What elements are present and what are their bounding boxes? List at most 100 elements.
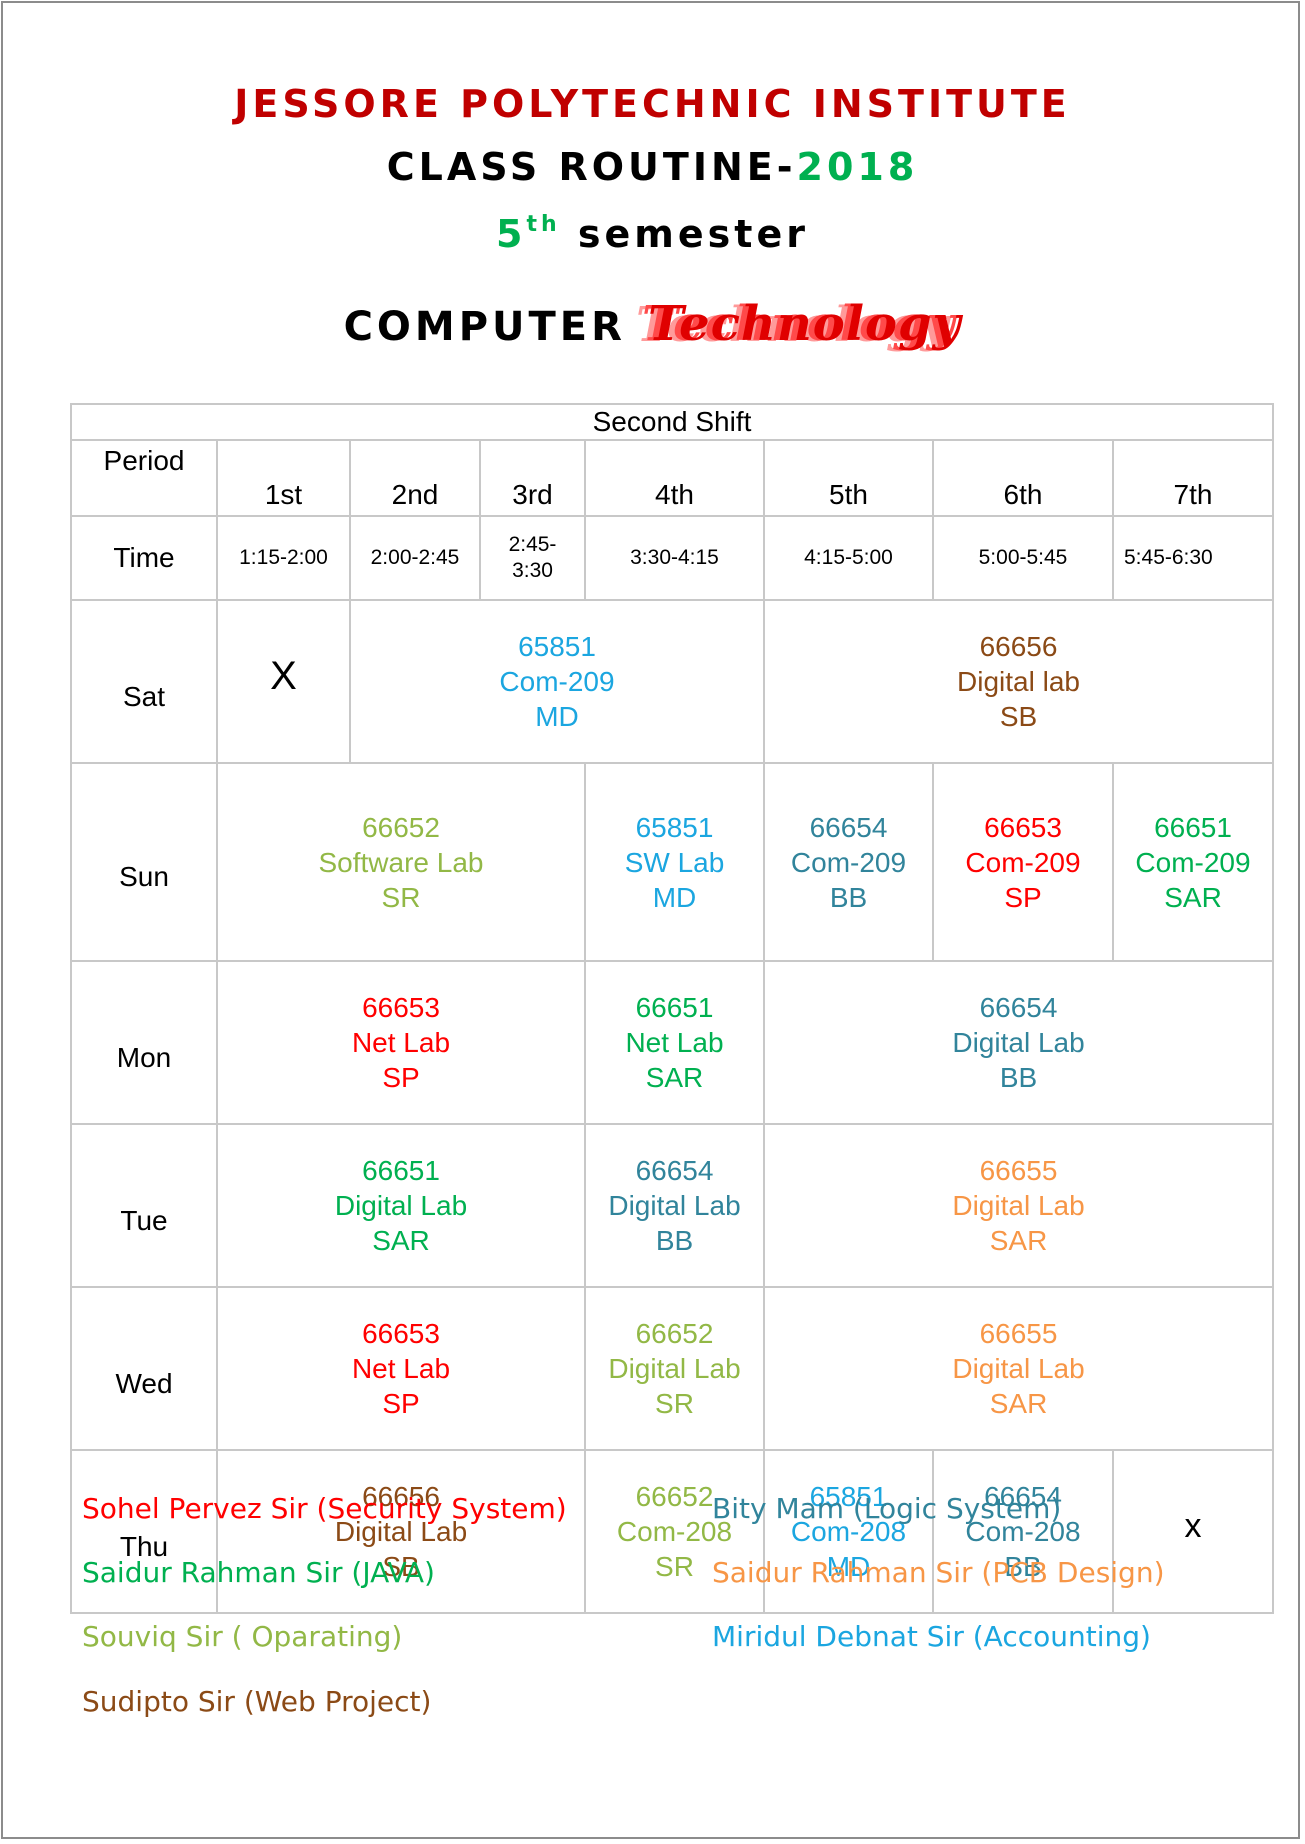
time-7: 5:45-6:30 (1111, 515, 1275, 601)
room: Com-209 (790, 846, 907, 878)
time-5: 4:15-5:00 (763, 515, 934, 601)
course-code: 66656 (362, 1481, 440, 1512)
legend-operating: Souviq Sir ( Oparating) (82, 1620, 403, 1653)
tue-class-2: 66654 Digital Lab BB (584, 1123, 765, 1288)
teacher: SAR (989, 1388, 1048, 1419)
semester-suffix: th (526, 212, 561, 238)
course-code: 66654 (809, 811, 888, 843)
thu-class-3: 65851 Com-208 MD (763, 1449, 934, 1614)
course-code: 66654 (635, 1155, 714, 1186)
time-2: 2:00-2:45 (349, 515, 481, 601)
mon-class-1: 66653 Net Lab SP (216, 960, 586, 1125)
course-code: 65851 (809, 1481, 888, 1512)
teacher: MD (535, 701, 579, 732)
sat-class-1: 65851 Com-209 MD (349, 599, 765, 764)
teacher: SAR (989, 1225, 1048, 1256)
sun-class-3: 66654 Com-209 BB (763, 762, 934, 962)
room: Com-209 (965, 846, 1081, 878)
room: Digital Lab (952, 1190, 1085, 1221)
routine-prefix: CLASS ROUTINE- (386, 145, 797, 189)
routine-table: Second Shift Period 1st 2nd 3rd 4th 5th … (69, 403, 1275, 1614)
period-4: 4th (584, 439, 765, 517)
course-code: 66653 (984, 811, 1062, 843)
period-7: 7th (1111, 439, 1275, 517)
mon-class-2: 66651 Net Lab SAR (584, 960, 765, 1125)
room: Com-208 (965, 1516, 1081, 1547)
teacher: BB (655, 1225, 694, 1256)
time-3: 2:45-3:30 (479, 515, 586, 601)
legend-pcb-design: Saidur Rahman Sir (PCB Design) (712, 1556, 1165, 1589)
teacher: SR (655, 1388, 694, 1419)
day-wed: Wed (70, 1286, 218, 1451)
room: Net Lab (351, 1027, 451, 1058)
teacher: SB (999, 701, 1038, 732)
time-1: 1:15-2:00 (216, 515, 351, 601)
teacher: SR (655, 1551, 694, 1582)
course-code: 66655 (979, 1318, 1058, 1349)
teacher: SR (381, 881, 421, 913)
room: Digital Lab (334, 1516, 468, 1547)
legend-accounting: Miridul Debnat Sir (Accounting) (712, 1620, 1151, 1653)
room: Digital lab (957, 666, 1080, 697)
department-title: COMPUTER Technology (0, 296, 1305, 352)
semester-title: 5th semester (0, 212, 1305, 256)
teacher: SAR (372, 1225, 430, 1256)
sun-class-2: 65851 SW Lab MD (584, 762, 765, 962)
time-4: 3:30-4:15 (584, 515, 765, 601)
period-3: 3rd (479, 439, 586, 517)
course-code: 66653 (362, 992, 440, 1023)
mon-class-3: 66654 Digital Lab BB (762, 960, 1275, 1125)
shift-header: Second Shift (69, 403, 1275, 441)
course-code: 66656 (979, 631, 1058, 662)
room: Net Lab (625, 1027, 724, 1058)
room: Com-209 (499, 666, 615, 697)
teacher: MD (826, 1551, 871, 1582)
department-word: COMPUTER (343, 304, 626, 350)
period-2: 2nd (349, 439, 481, 517)
routine-title: CLASS ROUTINE-2018 (0, 145, 1305, 189)
sun-class-1: 66652 Software Lab SR (216, 762, 586, 962)
course-code: 66651 (362, 1155, 440, 1186)
teacher: SP (1004, 881, 1042, 913)
day-tue: Tue (70, 1123, 218, 1288)
semester-word: semester (577, 212, 809, 256)
day-thu: Thu (70, 1449, 218, 1614)
room: Digital Lab (952, 1353, 1085, 1384)
legend-java: Saidur Rahman Sir (JAVA) (82, 1556, 435, 1589)
legend-security-system: Sohel Pervez Sir (Security System) (82, 1492, 567, 1525)
teacher: SP (382, 1388, 420, 1419)
teacher: MD (652, 881, 697, 913)
sat-class-2: 66656 Digital lab SB (762, 599, 1275, 764)
semester-number: 5 (496, 212, 527, 256)
course-code: 66651 (1154, 811, 1232, 843)
period-1: 1st (216, 439, 351, 517)
thu-class-2: 66652 Com-208 SR (584, 1449, 765, 1614)
day-sat: Sat (70, 599, 218, 764)
sun-class-4: 66653 Com-209 SP (932, 762, 1114, 962)
room: Com-209 (1135, 846, 1251, 878)
day-mon: Mon (70, 960, 218, 1125)
course-code: 66655 (979, 1155, 1058, 1186)
thu-off-cell: x (1111, 1449, 1275, 1614)
time-label: Time (70, 515, 218, 601)
course-code: 66652 (362, 811, 440, 843)
room: Software Lab (318, 846, 484, 878)
teacher: BB (999, 1062, 1038, 1093)
course-code: 66653 (362, 1318, 440, 1349)
room: Digital Lab (608, 1190, 741, 1221)
period-6: 6th (932, 439, 1114, 517)
teacher: SAR (645, 1062, 704, 1093)
room: Com-208 (790, 1516, 907, 1547)
room: Com-208 (616, 1516, 733, 1547)
room: Net Lab (351, 1353, 451, 1384)
course-code: 66654 (984, 1481, 1062, 1512)
course-code: 65851 (518, 631, 596, 662)
course-code: 66652 (635, 1481, 714, 1512)
wed-class-3: 66655 Digital Lab SAR (762, 1286, 1275, 1451)
sat-off-cell: X (216, 599, 351, 764)
teacher: SP (382, 1062, 420, 1093)
sun-class-5: 66651 Com-209 SAR (1111, 762, 1275, 962)
tue-class-1: 66651 Digital Lab SAR (216, 1123, 586, 1288)
course-code: 66652 (635, 1318, 714, 1349)
